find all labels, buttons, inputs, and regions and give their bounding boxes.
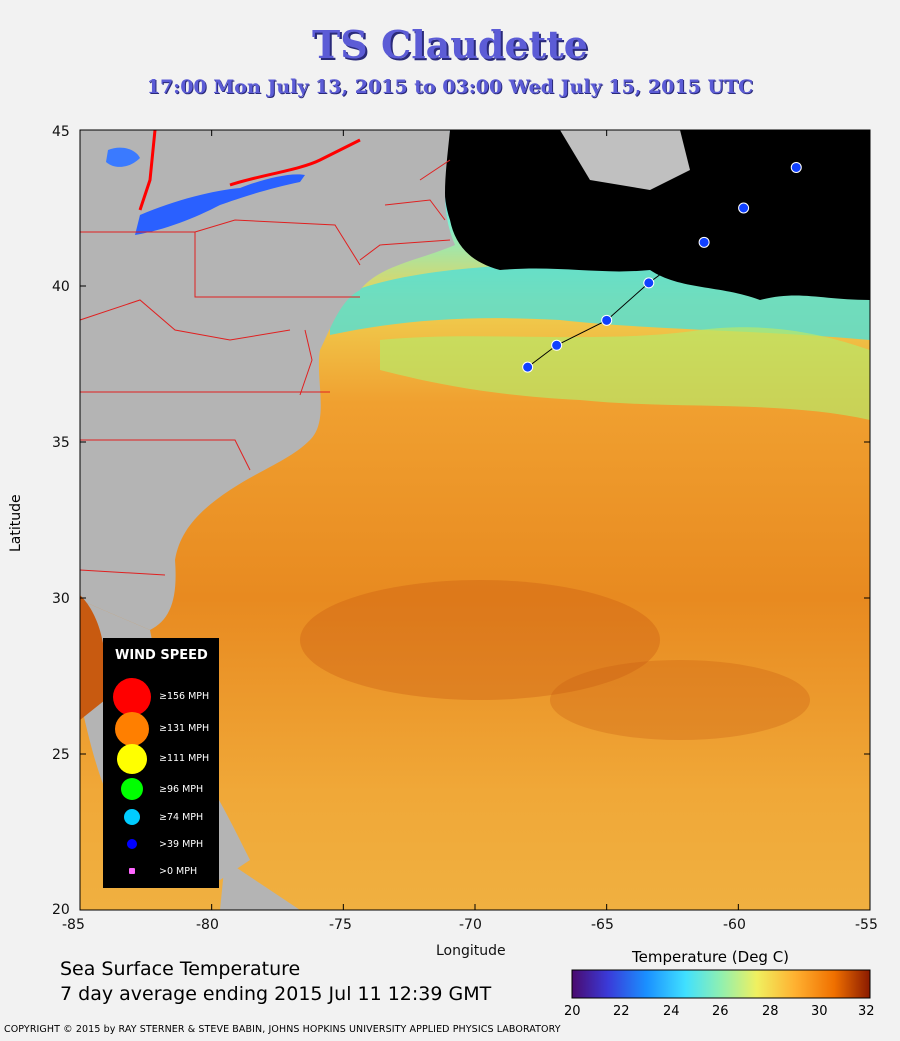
map-subtitle: 17:00 Mon July 13, 2015 to 03:00 Wed Jul…	[146, 76, 754, 98]
x-tick-label: -80	[196, 917, 219, 933]
wind-speed-legend: WIND SPEED ≥156 MPH ≥131 MPH ≥111 MPH ≥9…	[103, 638, 219, 888]
canada-border	[138, 129, 361, 211]
track-point	[522, 361, 534, 373]
legend-item: ≥96 MPH	[103, 774, 219, 804]
y-tick-label: 45	[52, 124, 70, 140]
wind-dot-icon	[124, 809, 140, 825]
caption-line1: Sea Surface Temperature	[60, 958, 301, 980]
colorbar-tick: 22	[613, 1004, 630, 1019]
colorbar-tick: 24	[663, 1004, 680, 1019]
track-point	[643, 277, 655, 289]
legend-label: ≥131 MPH	[159, 723, 210, 734]
colorbar-tick: 26	[712, 1004, 729, 1019]
y-tick-label: 40	[52, 279, 70, 295]
y-tick-label: 30	[52, 591, 70, 607]
map-title: TS Claudette	[312, 22, 588, 67]
track-point	[698, 236, 710, 248]
state-borders	[79, 159, 451, 576]
legend-label: ≥111 MPH	[159, 753, 210, 764]
y-tick-label: 35	[52, 435, 70, 451]
legend-item: ≥156 MPH	[103, 678, 219, 716]
legend-label: ≥96 MPH	[159, 784, 204, 795]
colorbar-tick: 28	[762, 1004, 779, 1019]
legend-label: ≥156 MPH	[159, 691, 210, 702]
x-tick-label: -85	[62, 917, 85, 933]
wind-dot-icon	[117, 744, 147, 774]
legend-title: WIND SPEED	[115, 648, 208, 663]
colorbar-title: Temperature (Deg C)	[632, 948, 790, 966]
no-data-region	[444, 130, 870, 300]
colorbar	[571, 969, 871, 999]
caption-line2: 7 day average ending 2015 Jul 11 12:39 G…	[60, 983, 492, 1005]
wind-dot-icon	[129, 868, 135, 874]
cuba	[220, 860, 300, 910]
y-axis-label: Latitude	[8, 494, 24, 552]
legend-label: >0 MPH	[159, 866, 198, 877]
legend-item: ≥111 MPH	[103, 742, 219, 774]
tick-marks	[79, 129, 871, 911]
warm-core	[300, 580, 660, 700]
y-tick-label: 20	[52, 902, 70, 918]
x-tick-label: -55	[855, 917, 878, 933]
legend-item: >0 MPH	[103, 864, 219, 894]
x-axis-label: Longitude	[436, 943, 506, 959]
track-point	[601, 314, 613, 326]
x-tick-label: -60	[723, 917, 746, 933]
y-tick-label: 25	[52, 747, 70, 763]
wind-dot-icon	[127, 839, 137, 849]
legend-item: >39 MPH	[103, 834, 219, 864]
colorbar-tick: 32	[858, 1004, 875, 1019]
track-point	[790, 161, 802, 173]
x-tick-label: -70	[459, 917, 482, 933]
storm-track	[522, 161, 802, 373]
x-tick-label: -65	[591, 917, 614, 933]
x-tick-label: -75	[329, 917, 352, 933]
track-point	[738, 202, 750, 214]
legend-item: ≥131 MPH	[103, 712, 219, 746]
mild-water-band	[380, 327, 870, 420]
wind-dot-icon	[115, 712, 149, 746]
track-point	[551, 339, 563, 351]
wind-dot-icon	[113, 678, 151, 716]
copyright: COPYRIGHT © 2015 by RAY STERNER & STEVE …	[4, 1024, 561, 1035]
legend-item: ≥74 MPH	[103, 804, 219, 834]
lake-erie-ontario	[135, 174, 305, 235]
legend-label: ≥74 MPH	[159, 812, 204, 823]
legend-label: >39 MPH	[159, 839, 204, 850]
us-mainland	[80, 130, 455, 630]
colorbar-tick: 30	[811, 1004, 828, 1019]
wind-dot-icon	[121, 778, 143, 800]
colorbar-tick: 20	[564, 1004, 581, 1019]
